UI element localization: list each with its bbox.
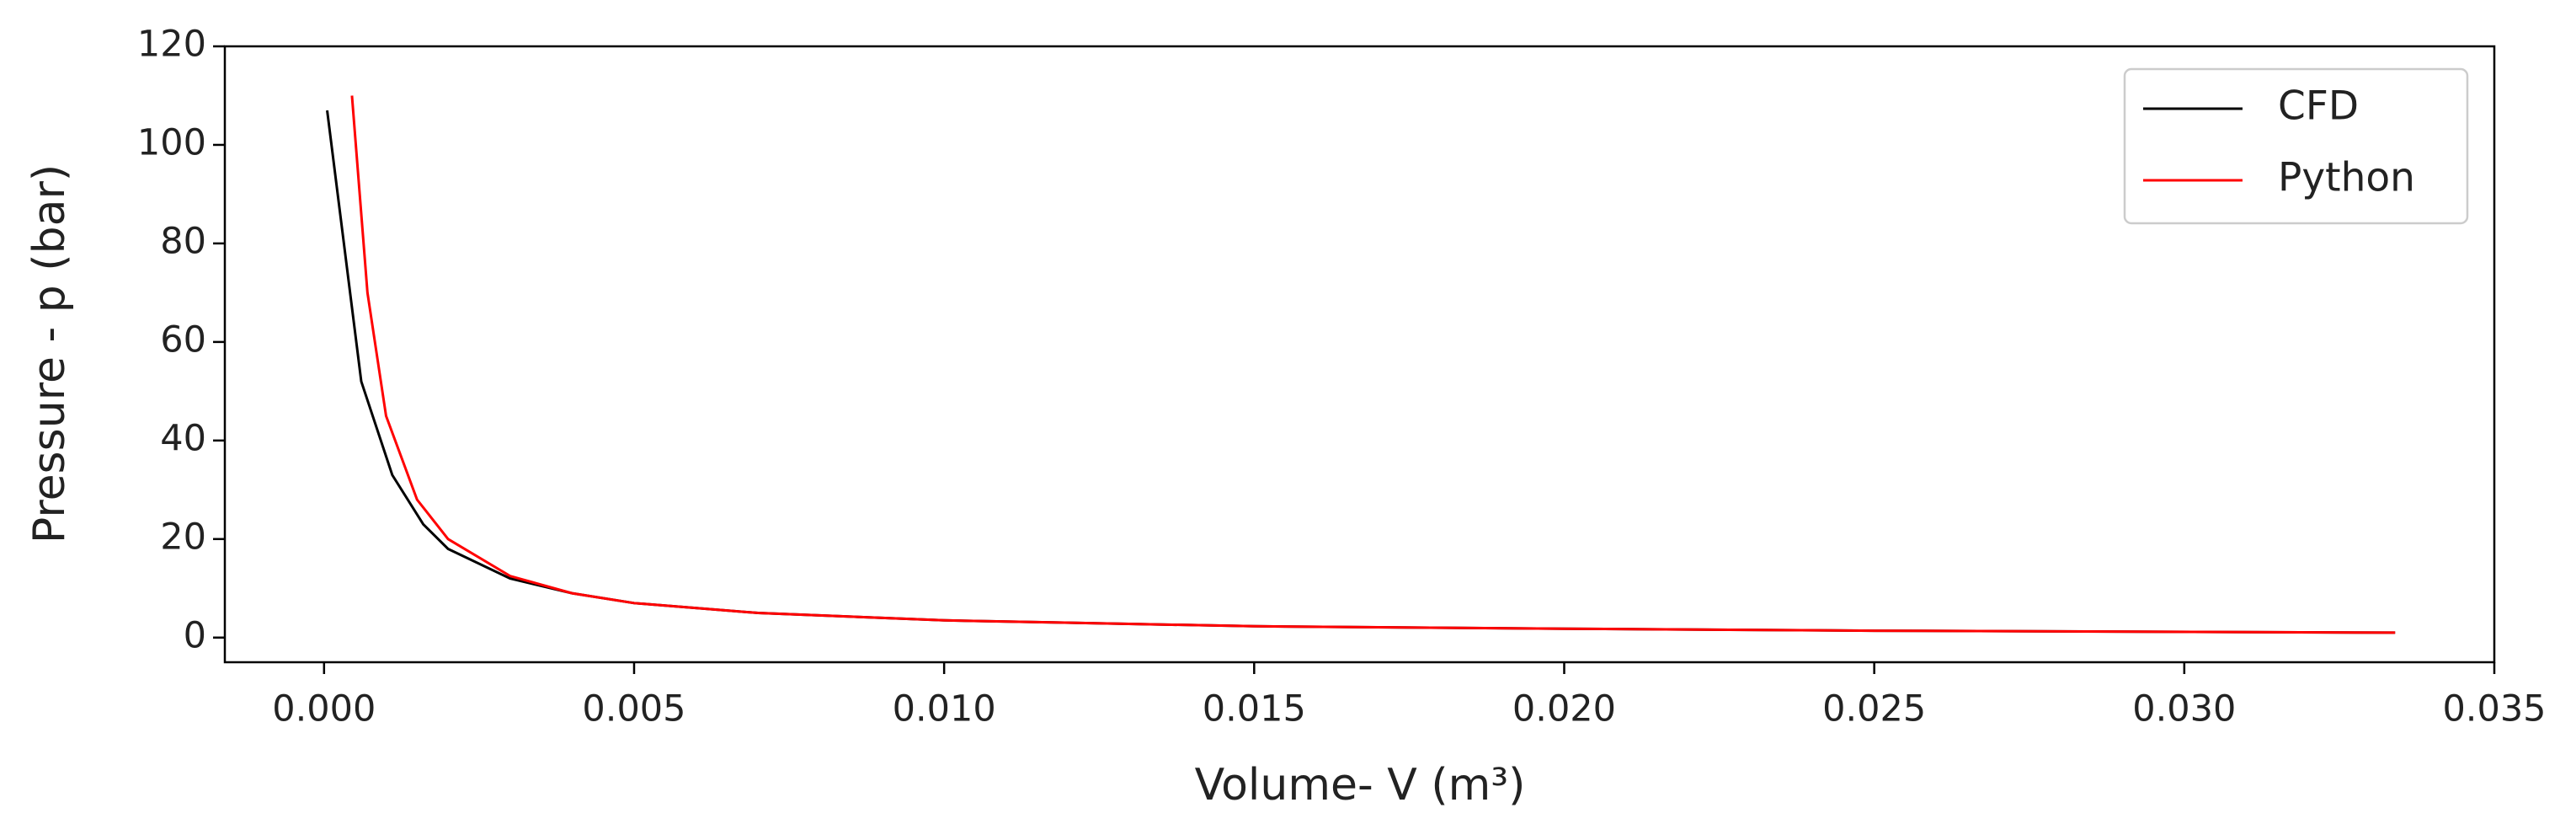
data-line: [350, 95, 2396, 634]
y-tick-label: 0: [184, 614, 206, 656]
x-tick-label: 0.025: [1822, 688, 1926, 730]
x-tick-label: 0.015: [1203, 688, 1306, 730]
y-tick-label: 80: [160, 220, 206, 262]
y-tick-label: 120: [137, 24, 206, 66]
y-tick-label: 40: [160, 417, 206, 459]
y-tick-label: 60: [160, 318, 206, 361]
y-tick-label: 100: [137, 121, 206, 163]
data-line: [326, 110, 2396, 634]
legend-label: CFD: [2278, 83, 2359, 130]
x-tick-label: 0.005: [582, 688, 685, 730]
x-tick-label: 0.010: [893, 688, 996, 730]
legend-label: Python: [2278, 155, 2415, 201]
x-tick-label: 0.035: [2442, 688, 2546, 730]
y-tick-label: 20: [160, 516, 206, 558]
x-tick-label: 0.000: [272, 688, 376, 730]
x-tick-label: 0.030: [2132, 688, 2236, 730]
y-axis-label: Pressure - p (bar): [24, 164, 75, 543]
x-axis-label: Volume- V (m³): [1195, 760, 1526, 811]
plot-frame: [223, 45, 2496, 664]
x-tick-label: 0.020: [1512, 688, 1616, 730]
